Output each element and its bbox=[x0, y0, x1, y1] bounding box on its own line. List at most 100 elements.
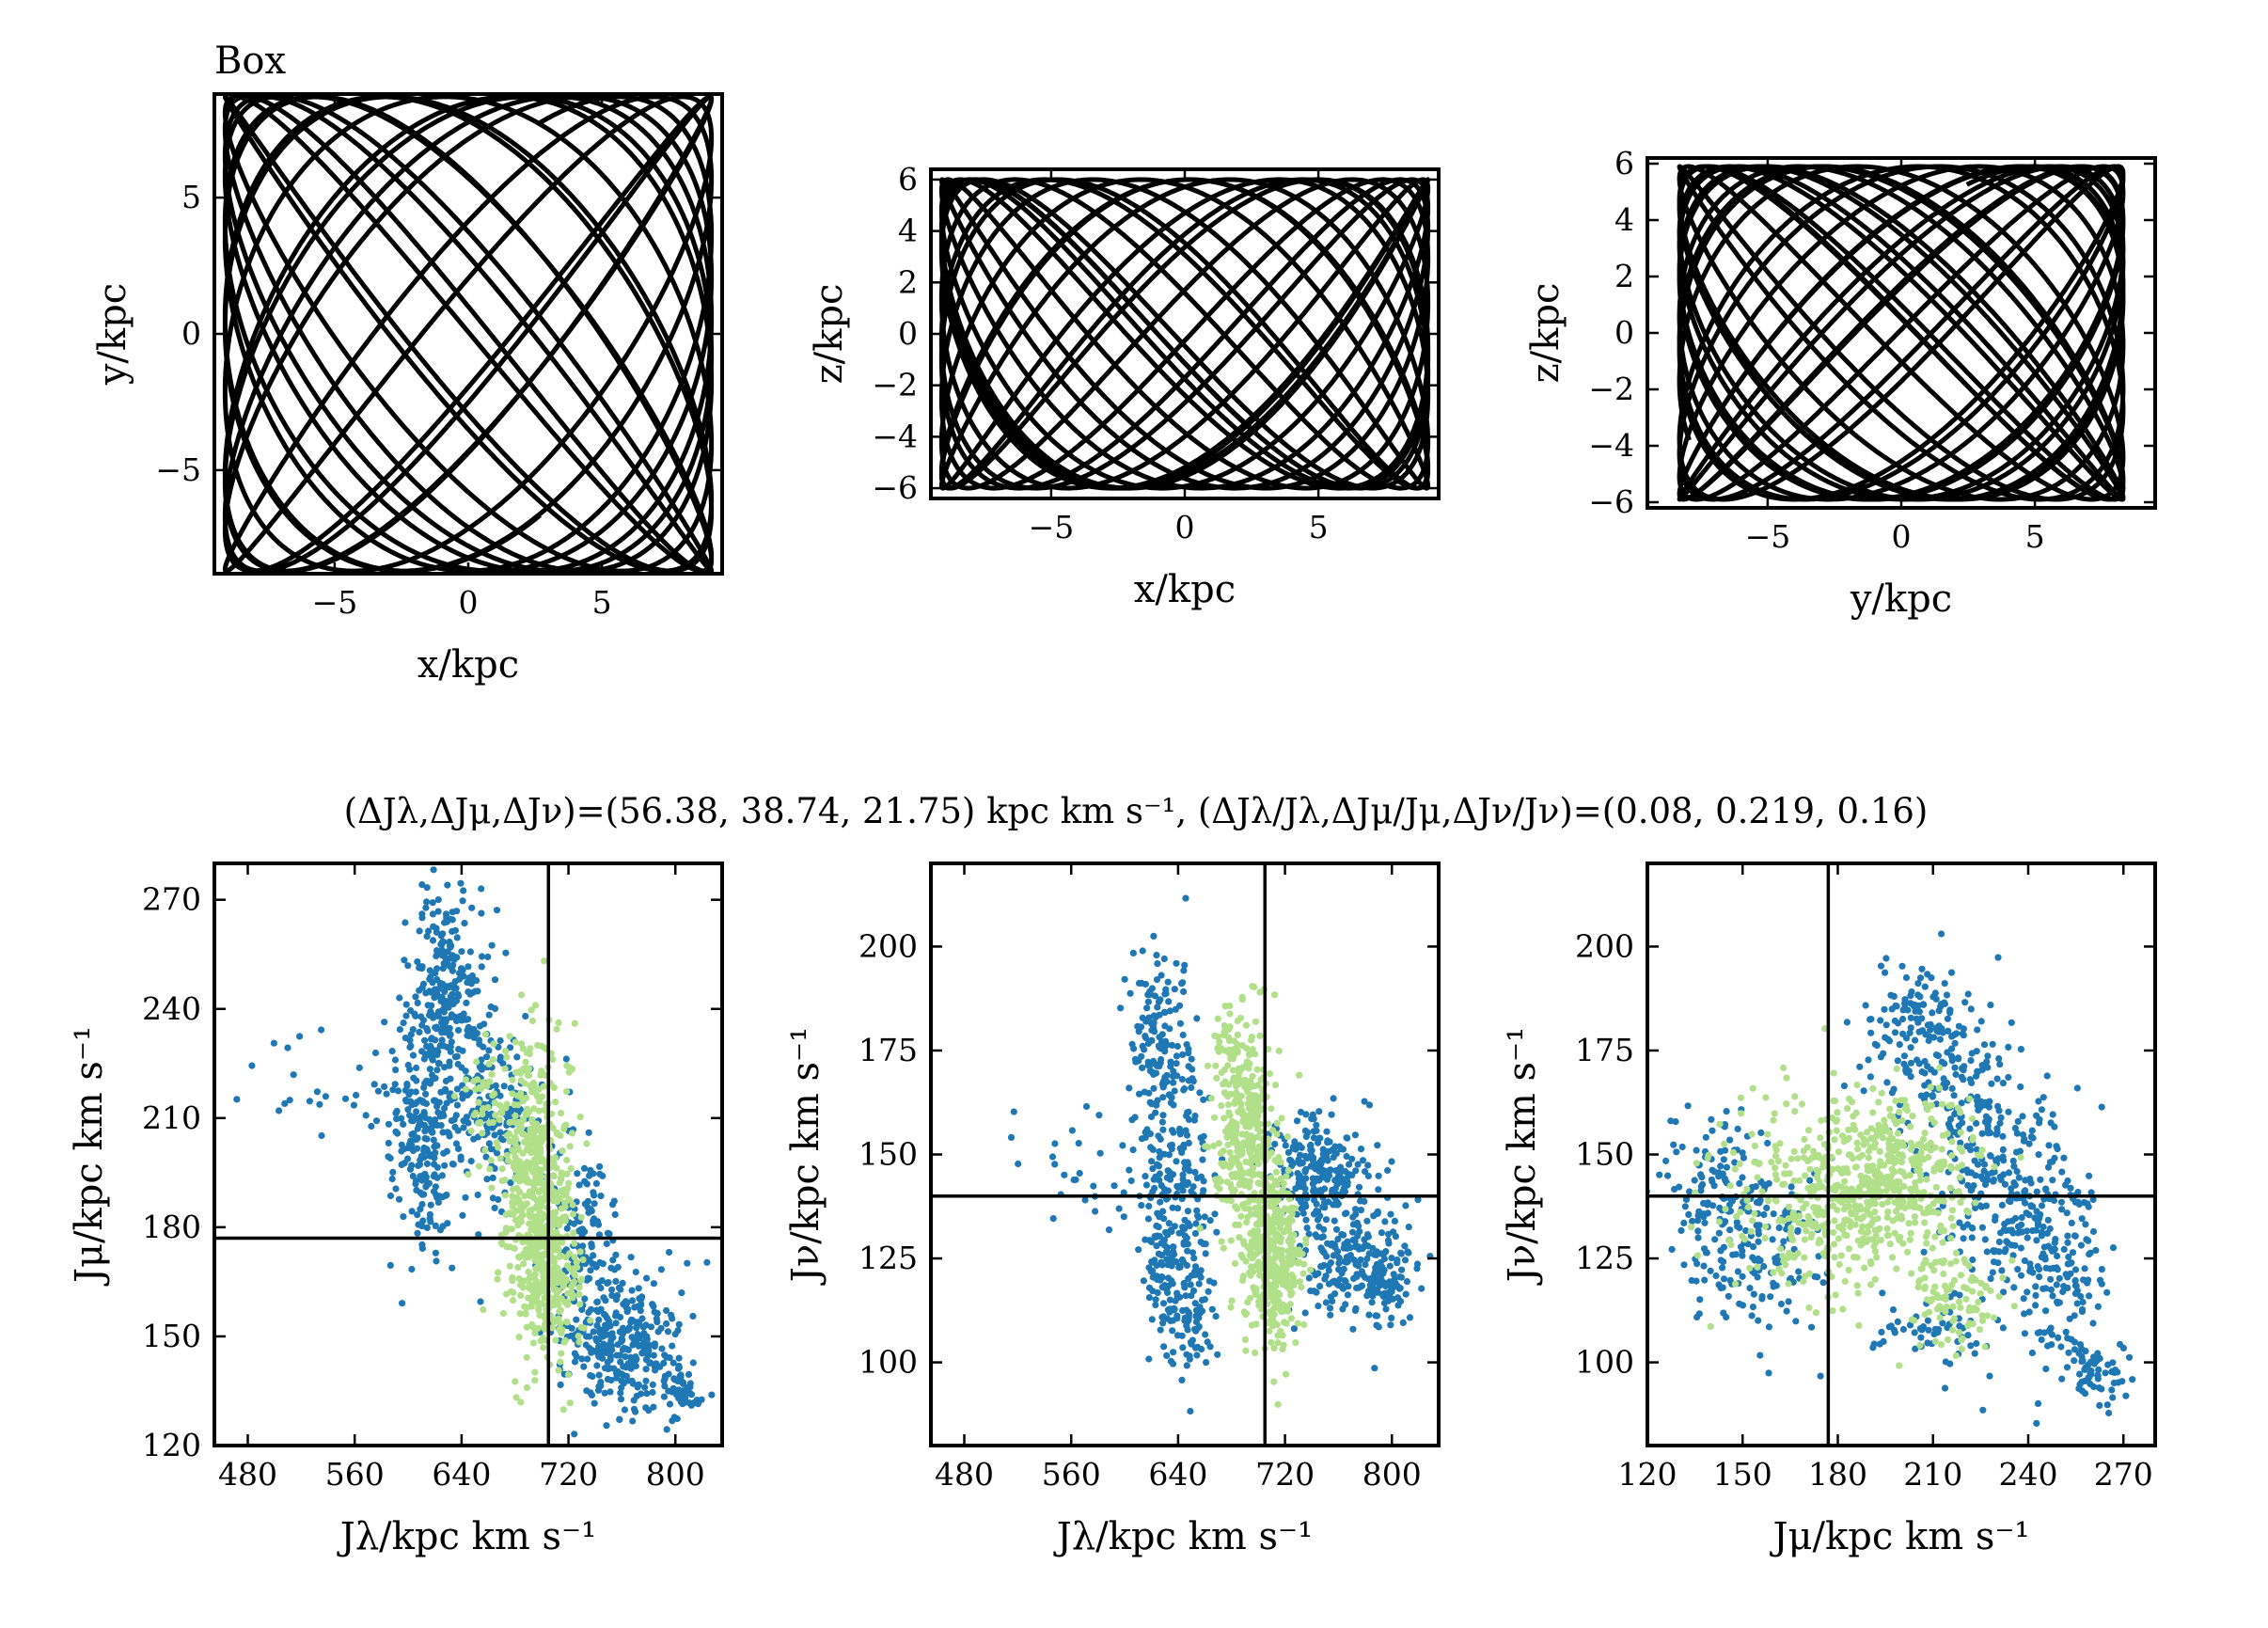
data-point bbox=[1282, 1265, 1290, 1272]
data-point bbox=[427, 1218, 434, 1225]
data-point bbox=[460, 972, 467, 980]
data-point bbox=[1700, 1262, 1708, 1270]
data-point bbox=[1321, 1275, 1329, 1283]
data-point bbox=[635, 1285, 642, 1292]
data-point bbox=[479, 1106, 486, 1114]
data-point bbox=[1765, 1369, 1772, 1377]
data-point bbox=[441, 988, 449, 995]
data-point bbox=[2008, 1185, 2015, 1193]
data-point bbox=[1925, 1036, 1932, 1045]
data-point bbox=[1170, 1079, 1177, 1086]
data-point bbox=[465, 1023, 472, 1031]
data-point bbox=[1941, 1060, 1948, 1067]
data-point bbox=[1184, 1247, 1191, 1255]
data-point bbox=[1927, 1026, 1934, 1034]
data-point bbox=[1286, 1156, 1294, 1163]
data-point bbox=[610, 1266, 619, 1273]
data-point bbox=[2065, 1253, 2072, 1261]
data-point bbox=[1177, 1128, 1186, 1135]
data-point bbox=[1387, 1321, 1394, 1329]
data-point bbox=[441, 919, 449, 926]
data-point bbox=[595, 1231, 604, 1239]
data-point bbox=[1127, 1177, 1135, 1185]
data-point bbox=[508, 1288, 515, 1295]
data-point bbox=[1885, 1037, 1894, 1045]
data-point bbox=[708, 1391, 716, 1399]
data-point bbox=[1193, 1207, 1201, 1214]
data-point bbox=[481, 1031, 490, 1038]
data-point bbox=[1853, 1139, 1861, 1146]
plot-area bbox=[1647, 930, 2136, 1427]
data-point bbox=[1964, 990, 1972, 998]
data-point bbox=[1163, 1174, 1171, 1181]
data-point bbox=[618, 1384, 625, 1392]
data-point bbox=[521, 1193, 528, 1200]
data-point bbox=[1974, 1026, 1981, 1034]
data-point bbox=[392, 1110, 400, 1117]
data-point bbox=[2009, 1252, 2017, 1259]
data-point bbox=[2077, 1241, 2085, 1249]
data-point bbox=[511, 1244, 518, 1252]
data-point bbox=[1785, 1298, 1792, 1305]
data-point bbox=[2000, 1288, 2008, 1296]
data-point bbox=[1307, 1266, 1315, 1273]
data-point bbox=[1973, 1119, 1980, 1127]
data-point bbox=[1356, 1228, 1363, 1236]
data-point bbox=[433, 928, 440, 936]
data-point bbox=[1760, 1210, 1768, 1219]
data-point bbox=[515, 1254, 523, 1261]
data-point bbox=[1939, 1320, 1946, 1327]
data-point bbox=[1736, 1300, 1743, 1307]
data-point bbox=[1997, 1114, 2005, 1121]
data-point bbox=[1898, 962, 1906, 970]
data-point bbox=[535, 1306, 543, 1314]
data-point bbox=[404, 1145, 412, 1152]
data-point bbox=[1181, 1216, 1189, 1224]
data-point bbox=[1891, 1017, 1898, 1024]
data-point bbox=[523, 1323, 530, 1331]
data-point bbox=[632, 1408, 639, 1415]
data-point bbox=[2051, 1123, 2058, 1130]
data-point bbox=[1162, 1228, 1170, 1236]
data-point bbox=[1237, 1092, 1245, 1099]
data-point bbox=[1134, 1022, 1142, 1030]
data-point bbox=[575, 1333, 582, 1340]
data-point bbox=[1184, 1178, 1192, 1187]
data-point bbox=[1153, 1261, 1160, 1270]
data-point bbox=[622, 1352, 629, 1361]
data-point bbox=[1010, 1108, 1017, 1115]
data-point bbox=[665, 1387, 672, 1395]
data-point bbox=[1169, 1204, 1176, 1211]
data-point bbox=[1163, 1243, 1171, 1252]
data-point bbox=[1946, 1009, 1954, 1017]
data-point bbox=[1179, 1176, 1187, 1183]
data-point bbox=[1191, 1112, 1199, 1120]
data-point bbox=[442, 1192, 449, 1199]
data-point bbox=[1159, 1112, 1167, 1119]
data-point bbox=[453, 1085, 461, 1093]
data-point bbox=[1887, 1322, 1895, 1330]
data-point bbox=[1999, 1324, 2007, 1332]
data-point bbox=[1708, 1115, 1715, 1123]
data-point bbox=[1277, 1327, 1284, 1335]
data-point bbox=[434, 908, 442, 915]
data-point bbox=[1814, 1273, 1821, 1281]
data-point bbox=[1145, 1294, 1153, 1302]
data-point bbox=[1301, 1167, 1309, 1175]
data-point bbox=[454, 1145, 463, 1152]
data-point bbox=[537, 1147, 544, 1155]
data-point bbox=[570, 1229, 577, 1237]
data-point bbox=[423, 933, 431, 940]
data-point bbox=[467, 1158, 475, 1165]
data-point bbox=[1881, 1005, 1888, 1013]
data-point bbox=[1292, 1339, 1299, 1347]
data-point bbox=[429, 1129, 436, 1136]
data-point bbox=[449, 984, 456, 991]
plot-area bbox=[938, 177, 1431, 491]
data-point bbox=[531, 1368, 539, 1376]
data-point bbox=[611, 1210, 619, 1218]
data-point bbox=[1866, 1073, 1874, 1081]
data-point bbox=[1173, 1060, 1180, 1067]
data-point bbox=[1380, 1255, 1388, 1263]
data-point bbox=[1163, 1256, 1171, 1263]
